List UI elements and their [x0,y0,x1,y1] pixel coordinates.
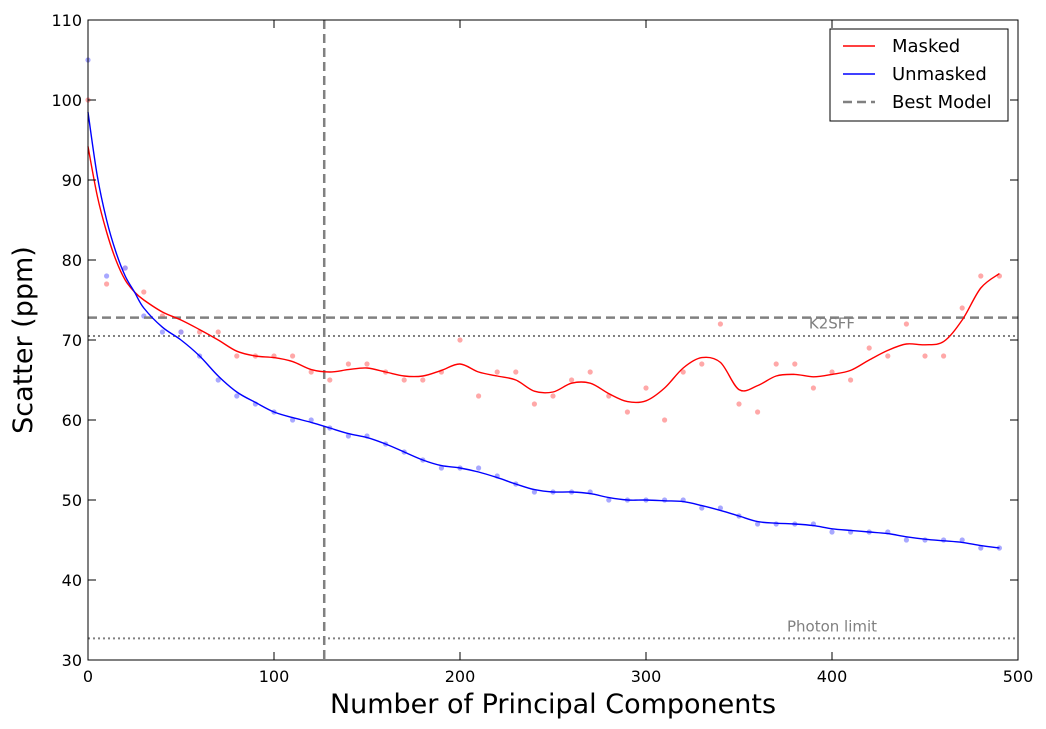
unmasked-point [717,505,724,511]
y-tick-label: 40 [62,571,82,590]
unmasked-point [755,521,761,527]
k2sff-label: K2SFF [809,315,855,333]
legend: Masked Unmasked Best Model [829,28,1009,122]
masked-point [420,377,426,383]
unmasked-point [290,417,296,423]
masked-point [922,353,928,359]
y-tick-label: 100 [51,91,82,110]
masked-point [327,377,333,383]
masked-point [755,409,761,415]
y-tick-label: 60 [62,411,82,430]
masked-point [680,369,686,375]
x-tick-label: 0 [83,667,93,686]
unmasked-point [345,433,351,439]
masked-point [234,353,240,359]
masked-point [550,393,556,399]
x-tick-label: 100 [259,667,290,686]
y-tick-label: 70 [62,331,82,350]
masked-point [792,361,798,367]
masked-point [717,321,724,327]
masked-point [457,337,463,343]
plot-background [88,20,1018,660]
masked-point [662,417,668,423]
masked-point [531,401,538,407]
masked-point [885,353,891,359]
unmasked-point [829,529,835,535]
legend-label-unmasked: Unmasked [892,64,987,85]
masked-point [866,345,872,351]
masked-point [959,305,965,311]
masked-point [401,377,407,383]
x-tick-label: 200 [445,667,476,686]
unmasked-point [178,329,184,335]
masked-point [364,361,370,367]
y-tick-label: 30 [62,651,82,670]
x-tick-label: 300 [631,667,662,686]
x-tick-label: 500 [1003,667,1034,686]
masked-point [290,353,296,359]
unmasked-point [476,465,482,471]
masked-point [848,377,854,383]
masked-point [345,361,351,367]
unmasked-point [606,497,612,503]
ticks-layer: 0 100 200 300 400 500 30 40 50 60 70 80 90 100 110 [51,11,1033,686]
masked-point [215,329,221,335]
unmasked-point [215,377,221,383]
unmasked-point [959,537,965,543]
y-tick-label: 90 [62,171,82,190]
unmasked-point [699,505,705,511]
unmasked-point [438,465,444,471]
unmasked-point [308,417,314,423]
unmasked-point [662,497,668,503]
unmasked-point [978,545,984,551]
masked-point [308,369,314,375]
legend-label-best-model: Best Model [892,92,992,113]
unmasked-point [531,489,538,495]
masked-point [903,321,910,327]
masked-point [476,393,482,399]
masked-point [773,361,779,367]
masked-point [624,409,631,415]
masked-point [941,353,947,359]
y-tick-label: 80 [62,251,82,270]
unmasked-point [234,393,240,399]
masked-point [736,401,742,407]
x-tick-label: 400 [817,667,848,686]
masked-curve [87,146,1000,404]
curves-layer [87,111,1000,549]
legend-label-masked: Masked [892,36,960,57]
y-tick-label: 50 [62,491,82,510]
unmasked-point [104,273,110,279]
masked-point [699,361,705,367]
y-tick-label: 110 [51,11,82,30]
unmasked-point [122,265,128,271]
photon-limit-label: Photon limit [787,617,877,635]
masked-point [587,369,593,375]
x-axis-title: Number of Principal Components [330,689,776,720]
y-axis-title: Scatter (ppm) [8,246,39,434]
masked-point [141,289,147,295]
reference-lines: K2SFF Photon limit [88,20,1018,660]
masked-point [569,377,575,383]
legend-box [829,28,1009,122]
masked-point [513,369,519,375]
masked-point [829,369,835,375]
masked-point [104,281,110,287]
masked-point [494,369,500,375]
masked-point [643,385,649,391]
unmasked-point [903,537,910,543]
masked-point [978,273,984,279]
unmasked-curve [87,111,1000,549]
masked-point [810,385,817,391]
unmasked-point [159,329,165,335]
